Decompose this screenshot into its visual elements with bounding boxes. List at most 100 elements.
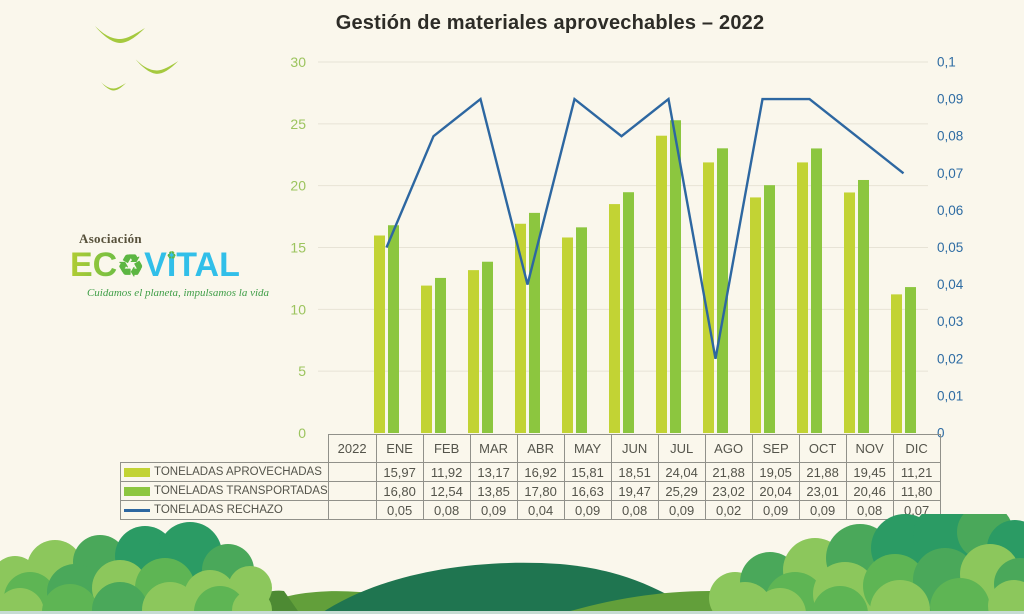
value-cell: 12,54	[422, 481, 471, 501]
value-cell: 20,46	[845, 481, 894, 501]
tree-bush	[930, 578, 990, 614]
value-cell: 21,88	[798, 462, 847, 482]
month-header-cell: ENE	[375, 434, 424, 463]
value-cell: 23,02	[704, 481, 753, 501]
tree-bush	[0, 588, 44, 614]
right-axis-tick-label: 0,04	[937, 277, 964, 292]
legend-bar-swatch	[124, 467, 150, 477]
bar-aprovechadas	[844, 192, 855, 433]
bar-transportadas	[717, 148, 728, 433]
value-cell: 25,29	[657, 481, 706, 501]
bar-aprovechadas	[891, 294, 902, 433]
tree-bush	[754, 588, 806, 614]
tree-bush	[870, 580, 930, 614]
month-header-cell: ABR	[516, 434, 565, 463]
logo-tagline: Cuidamos el planeta, impulsamos la vida	[86, 287, 270, 299]
logo-vital-i-glyph: I	[166, 246, 177, 284]
month-header-cell: MAR	[469, 434, 518, 463]
value-cell: 11,80	[892, 481, 941, 501]
bar-transportadas	[529, 212, 540, 433]
bar-aprovechadas	[750, 197, 761, 433]
left-axis-tick-label: 20	[290, 178, 306, 194]
month-header-cell: MAY	[563, 434, 612, 463]
month-header-cell: SEP	[751, 434, 800, 463]
tree-bush	[232, 590, 272, 614]
legend-header-spacer	[121, 435, 329, 463]
tree-bush	[812, 586, 868, 614]
value-cell: 11,92	[422, 462, 471, 482]
year-empty-cell	[327, 481, 377, 501]
month-header-cell: OCT	[798, 434, 847, 463]
bar-transportadas	[623, 192, 634, 433]
bar-transportadas	[388, 225, 399, 433]
right-axis-tick-label: 0,1	[937, 55, 956, 70]
bar-transportadas	[482, 261, 493, 433]
value-cell: 15,81	[563, 462, 612, 482]
right-axis-tick-label: 0,03	[937, 314, 963, 329]
value-cell: 21,88	[704, 462, 753, 482]
logo-brand-text: EC♻VI ♻ TAL	[70, 247, 272, 285]
value-cell: 0,09	[657, 500, 706, 520]
month-header-cell: JUN	[610, 434, 659, 463]
value-cell: 13,85	[469, 481, 518, 501]
birds-decoration	[95, 26, 179, 91]
bar-aprovechadas	[656, 135, 667, 433]
bar-aprovechadas	[515, 223, 526, 433]
logo-vital-i: I ♻	[166, 246, 177, 284]
month-header-cell: JUL	[657, 434, 706, 463]
tree-bush	[988, 580, 1024, 614]
chart-title: Gestión de materiales aprovechables – 20…	[335, 12, 765, 34]
month-header-cell: AGO	[704, 434, 753, 463]
legend-entry: TONELADAS APROVECHADAS	[121, 466, 327, 478]
bar-aprovechadas	[562, 237, 573, 433]
bird-icon	[135, 59, 179, 74]
left-axis-tick-label: 10	[290, 301, 306, 317]
tree-bush	[42, 584, 98, 614]
left-axis-tick-label: 15	[290, 240, 306, 256]
bar-transportadas	[858, 179, 869, 433]
value-cell: 15,97	[375, 462, 424, 482]
value-cell: 0,09	[563, 500, 612, 520]
bird-icon	[101, 82, 126, 91]
right-axis-tick-label: 0,05	[937, 240, 963, 255]
year-empty-cell	[327, 462, 377, 482]
value-cell: 0,02	[704, 500, 753, 520]
logo-association-text: Asociación	[79, 231, 142, 246]
value-cell: 19,47	[610, 481, 659, 501]
bar-aprovechadas	[797, 162, 808, 433]
logo-ec-text: EC	[70, 246, 118, 284]
value-cell: 11,21	[892, 462, 941, 482]
left-axis-tick-label: 5	[298, 363, 306, 379]
bar-aprovechadas	[421, 285, 432, 433]
legend-cell: TONELADAS APROVECHADAS	[120, 462, 329, 482]
rechazo-line	[385, 96, 905, 360]
legend-label: TONELADAS TRANSPORTADAS	[154, 485, 328, 497]
value-cell: 0,09	[469, 500, 518, 520]
bar-transportadas	[670, 120, 681, 433]
bar-aprovechadas	[374, 235, 385, 433]
value-cell: 20,04	[751, 481, 800, 501]
value-cell: 18,51	[610, 462, 659, 482]
combo-chart: 0 5 10 15 20 25 30 0 0,01 0,02 0,03 0,04 0,05 0,06 0,0…	[290, 54, 964, 438]
recycle-dot-icon: ♻	[166, 250, 177, 262]
legend-bar-swatch	[124, 486, 150, 496]
left-axis-tick-label: 0	[298, 425, 306, 438]
right-axis-tick-label: 0,08	[937, 129, 963, 144]
bar-transportadas	[811, 148, 822, 433]
dark-hill	[320, 562, 700, 614]
bar-transportadas	[435, 277, 446, 433]
bar-transportadas	[576, 227, 587, 433]
month-header-cell: FEB	[422, 434, 471, 463]
tree-bush	[142, 582, 198, 614]
left-axis-tick-label: 30	[290, 54, 306, 70]
month-header-cell: NOV	[845, 434, 894, 463]
value-cell: 19,45	[845, 462, 894, 482]
value-cell: 23,01	[798, 481, 847, 501]
right-axis-tick-label: 0,01	[937, 388, 963, 403]
right-axis-tick-label: 0,07	[937, 166, 963, 181]
logo-vital-tal: TAL	[176, 246, 240, 284]
recycle-icon: ♻	[117, 250, 145, 283]
value-cell: 16,80	[375, 481, 424, 501]
value-cell: 24,04	[657, 462, 706, 482]
